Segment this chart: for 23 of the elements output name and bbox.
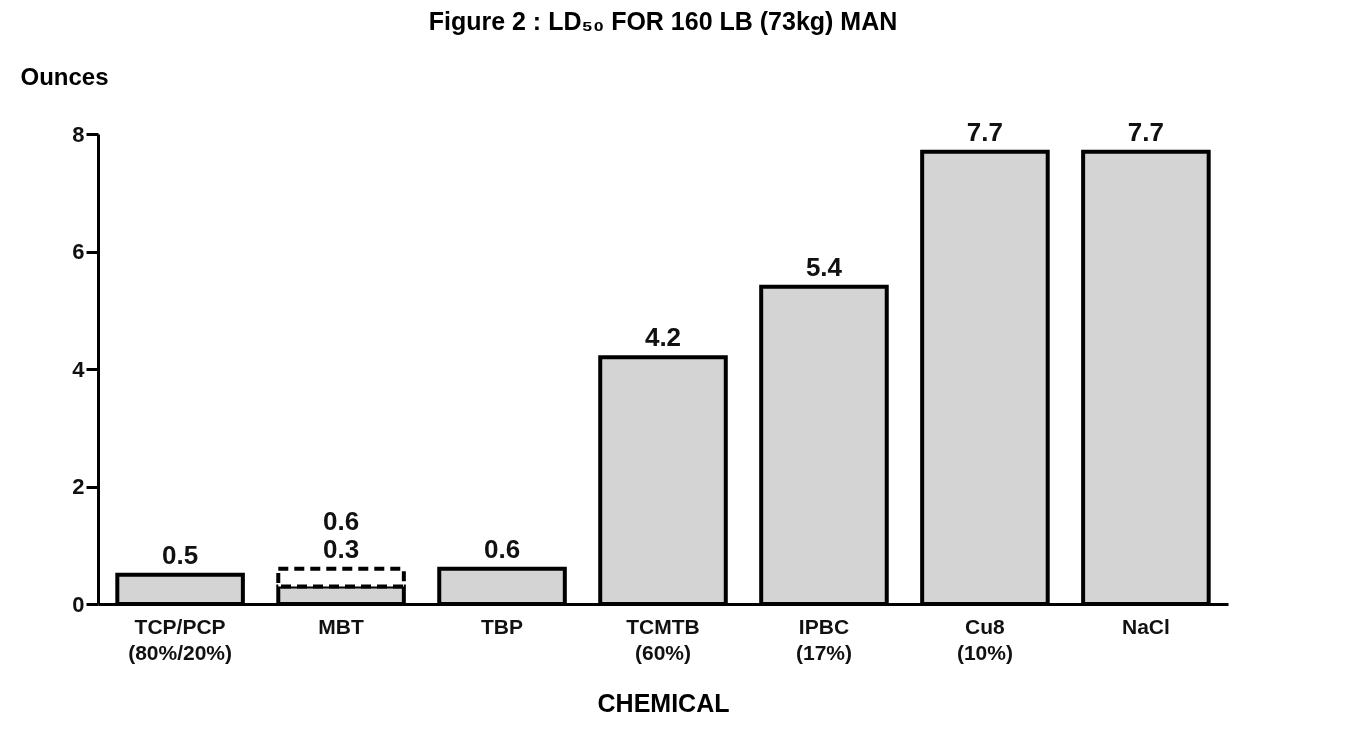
data-label: 7.7	[1127, 116, 1164, 147]
x-tick-label: TCP/PCP (80%/20%)	[128, 614, 233, 664]
y-tick-label: 8	[72, 121, 85, 147]
x-tick-label: IPBC (17%)	[795, 614, 852, 664]
x-tick-label: TBP	[481, 614, 524, 638]
y-axis-title: Ounces	[20, 62, 109, 90]
x-tick-label: NaCl	[1121, 614, 1170, 638]
data-label: 5.4	[805, 251, 843, 282]
x-tick-label: Cu8 (10%)	[956, 614, 1013, 664]
x-tick-label: MBT	[318, 614, 364, 638]
data-label: 7.7	[966, 116, 1004, 147]
total-label: 0.6	[322, 505, 360, 536]
y-tick-label: 4	[72, 356, 86, 382]
y-tick-label: 2	[72, 474, 85, 499]
y-tick-label: 0	[72, 591, 85, 617]
data-label: 0.5	[162, 539, 199, 570]
data-label: 4.2	[644, 322, 682, 353]
x-tick-label: TCMTB (60%)	[626, 614, 700, 664]
data-label: 0.6	[483, 533, 521, 564]
chart-title: Figure 2 : LD₅₀ FOR 160 LB (73kg) MAN	[428, 7, 898, 35]
x-axis-title: CHEMICAL	[597, 688, 730, 717]
data-label: 0.3	[322, 533, 360, 564]
y-tick-label: 6	[72, 239, 85, 264]
